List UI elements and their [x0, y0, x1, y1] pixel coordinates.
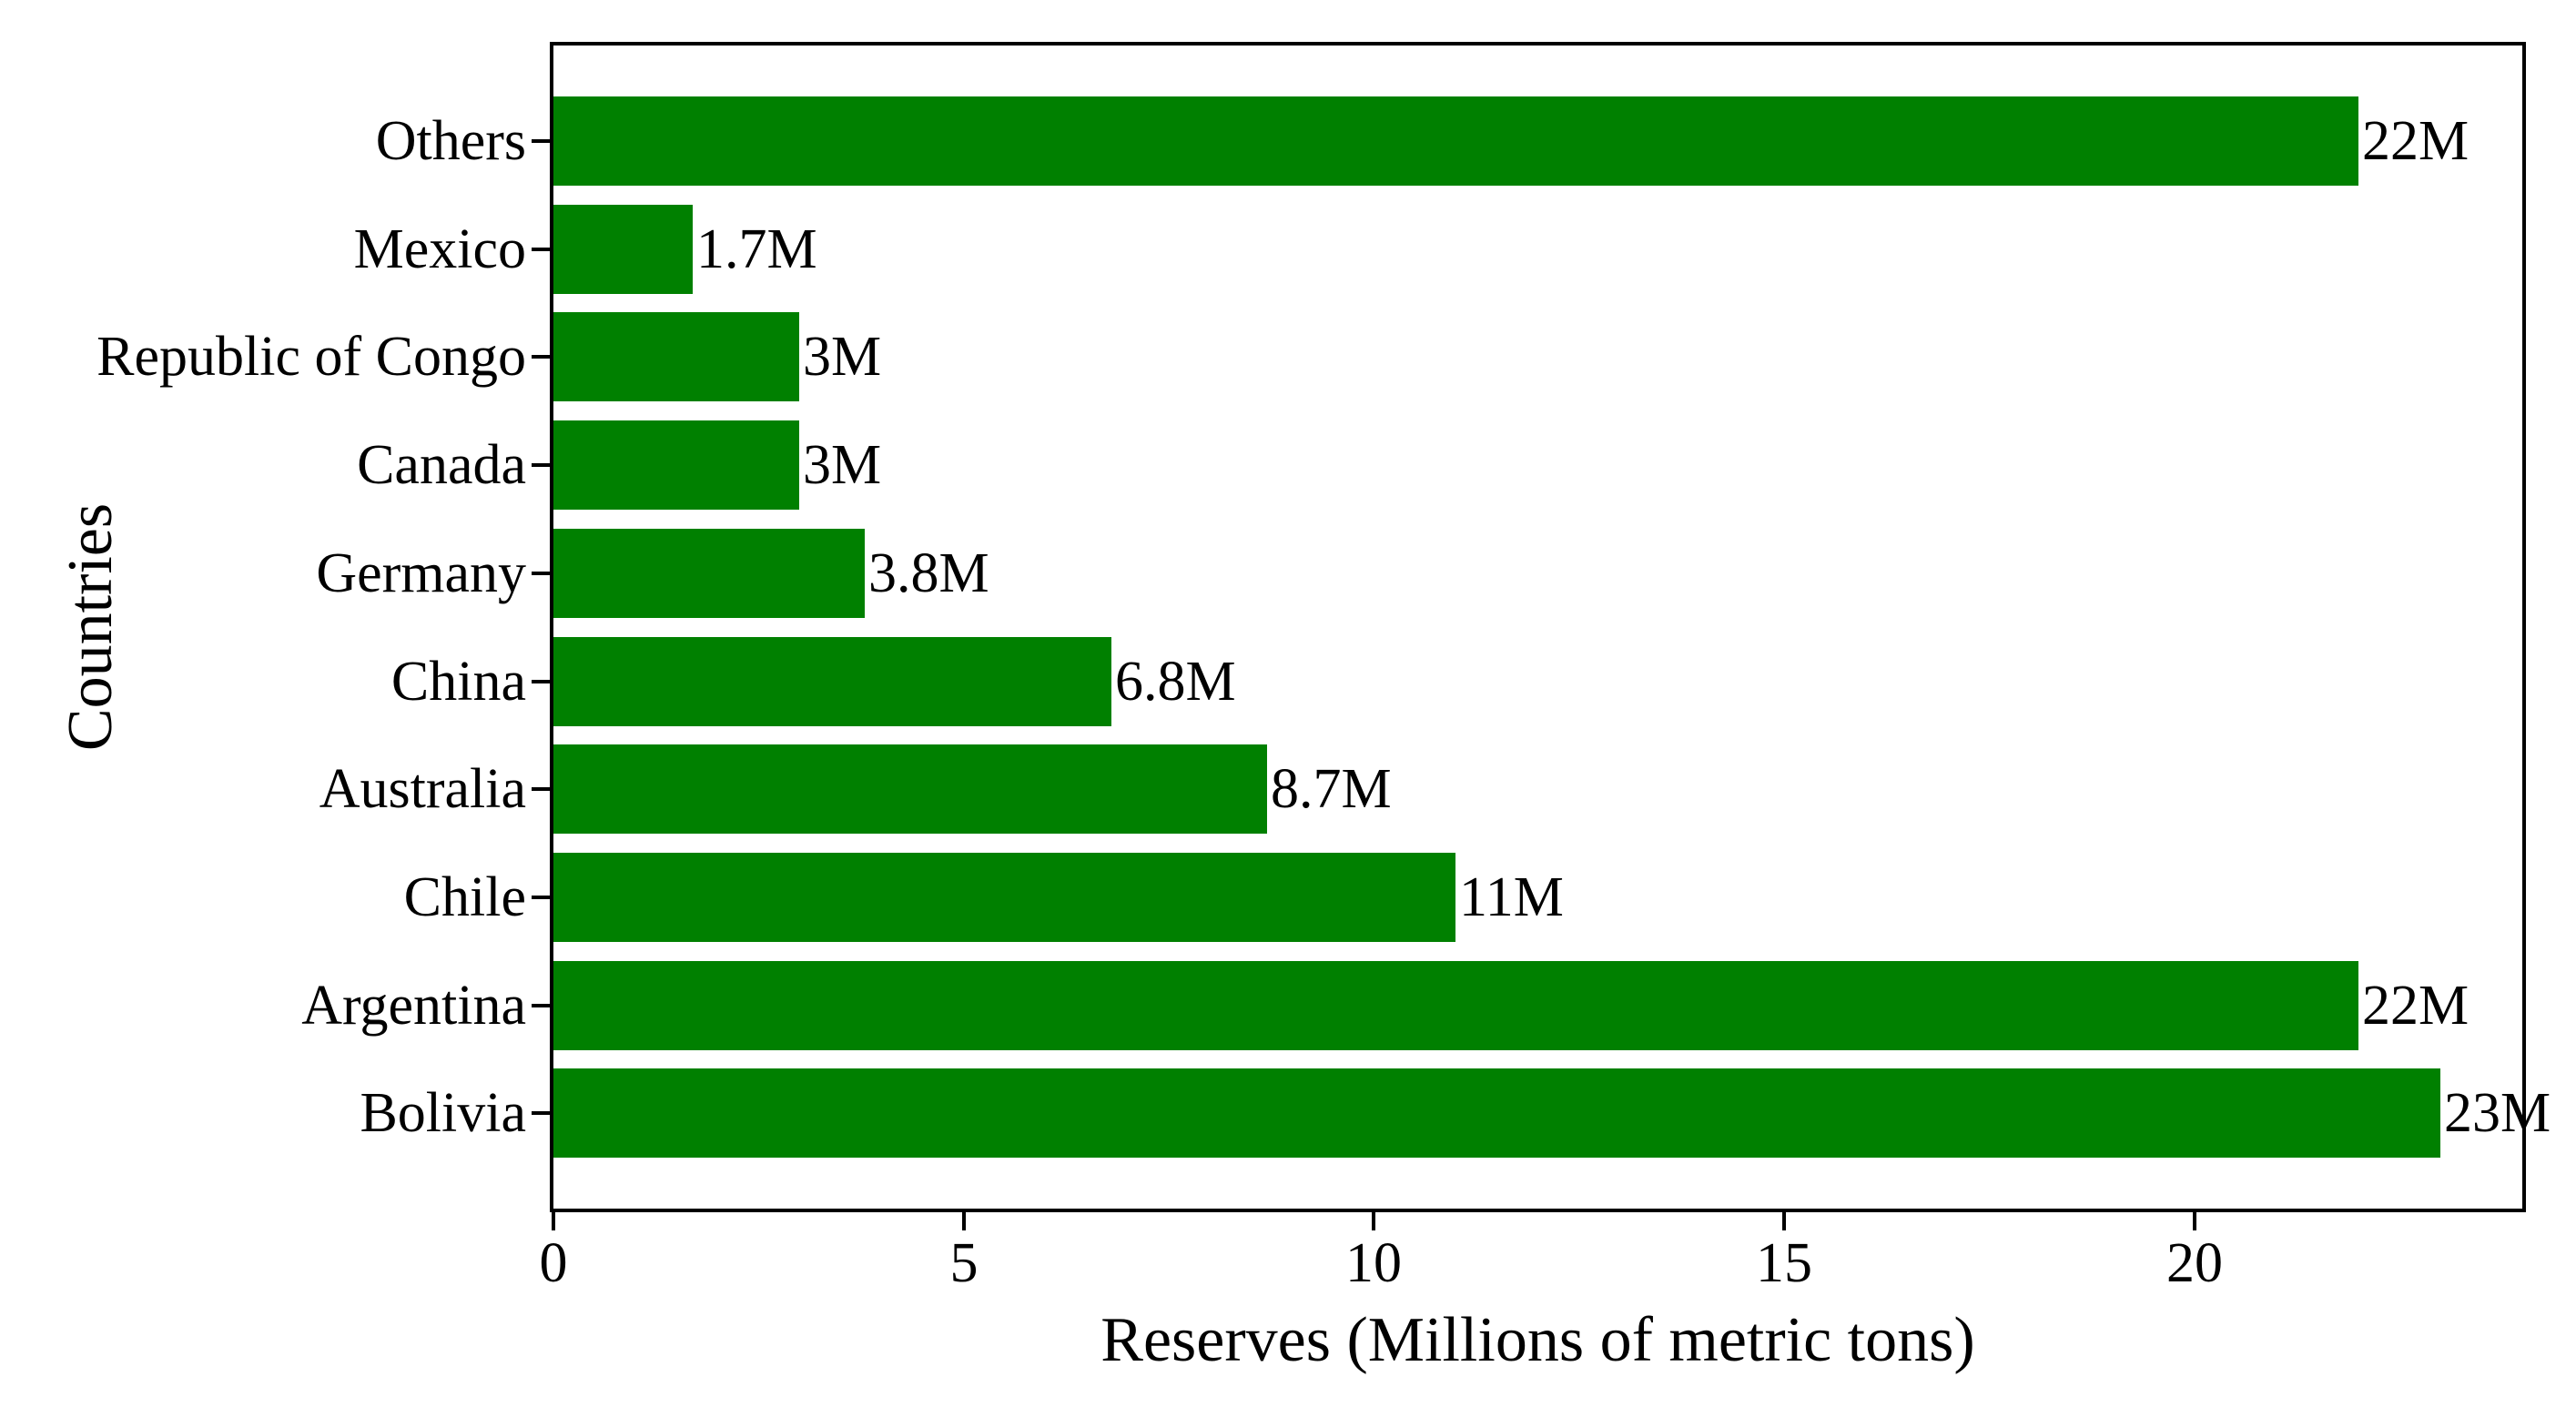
y-tick-label: Australia [319, 758, 526, 820]
y-tick-mark [532, 463, 550, 467]
bar-value-label: 1.7M [696, 218, 817, 280]
bar [553, 637, 1111, 726]
x-tick-mark [962, 1212, 966, 1230]
y-tick-label: Chile [403, 866, 526, 928]
x-tick-label: 15 [1756, 1232, 1812, 1294]
bar [553, 529, 865, 618]
bar-value-label: 3M [803, 434, 882, 496]
bar [553, 744, 1267, 834]
bar-value-label: 11M [1459, 866, 1564, 928]
y-tick-label: Bolivia [360, 1082, 526, 1144]
bar-value-label: 3M [803, 326, 882, 388]
bar-value-label: 6.8M [1115, 651, 1236, 713]
bar-value-label: 23M [2444, 1082, 2551, 1144]
bar [553, 420, 799, 510]
bar-value-label: 22M [2362, 110, 2470, 172]
bar [553, 1068, 2440, 1158]
y-tick-mark [532, 139, 550, 143]
x-tick-label: 10 [1345, 1232, 1402, 1294]
y-tick-mark [532, 355, 550, 359]
x-tick-mark [552, 1212, 555, 1230]
y-tick-label: Germany [316, 542, 526, 604]
x-tick-label: 5 [949, 1232, 979, 1294]
y-tick-mark [532, 787, 550, 791]
bar [553, 853, 1455, 942]
bar-value-label: 8.7M [1271, 758, 1392, 820]
y-tick-mark [532, 680, 550, 683]
bar [553, 205, 693, 294]
x-tick-mark [2193, 1212, 2196, 1230]
x-tick-label: 0 [539, 1232, 568, 1294]
x-axis-label: Reserves (Millions of metric tons) [1100, 1305, 1975, 1375]
bar-value-label: 22M [2362, 975, 2470, 1037]
y-tick-label: Canada [357, 434, 526, 496]
bar [553, 312, 799, 401]
y-tick-label: Others [375, 110, 526, 172]
x-tick-label: 20 [2166, 1232, 2223, 1294]
y-tick-mark [532, 1004, 550, 1007]
y-tick-mark [532, 248, 550, 251]
x-tick-mark [1372, 1212, 1375, 1230]
y-tick-label: China [390, 651, 526, 713]
y-tick-mark [532, 1111, 550, 1115]
bar [553, 96, 2358, 186]
y-tick-label: Argentina [301, 975, 526, 1037]
y-tick-mark [532, 896, 550, 899]
bar [553, 961, 2358, 1050]
bar-value-label: 3.8M [868, 542, 989, 604]
plot-area: 22M 1.7M 3M 3M 3.8M 6.8M 8.7M 11M 22M 23M [550, 42, 2551, 1212]
x-tick-mark [1782, 1212, 1786, 1230]
y-tick-label: Mexico [353, 218, 526, 280]
y-tick-mark [532, 572, 550, 575]
y-tick-label: Republic of Congo [96, 326, 526, 388]
